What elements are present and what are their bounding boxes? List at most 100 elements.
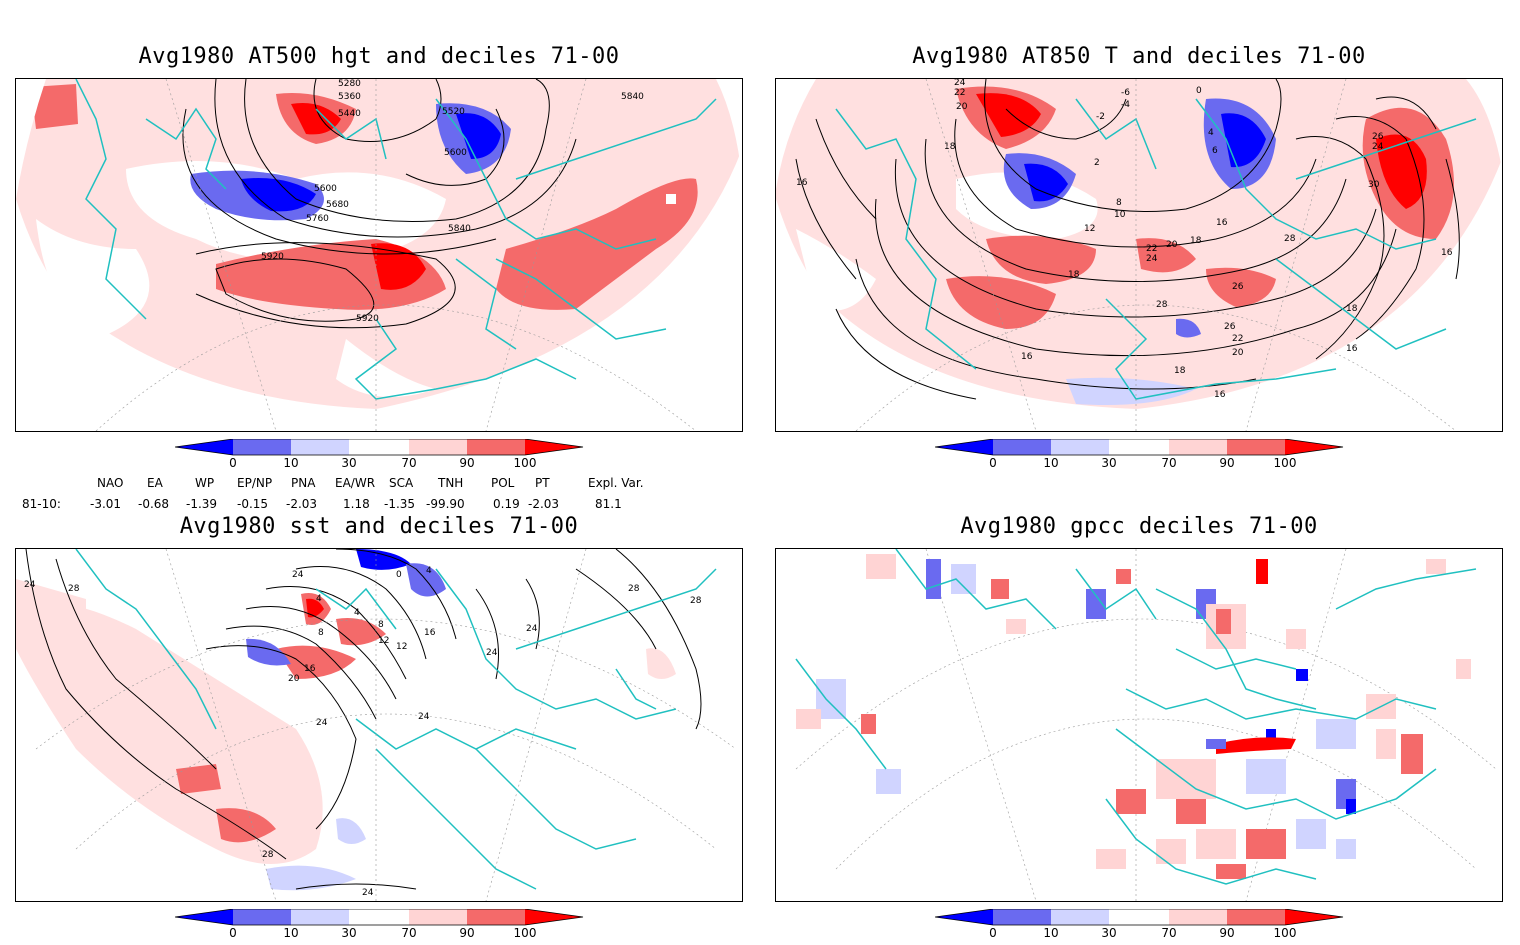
contour-label: 5840 [448,224,471,234]
index-value: -0.68 [138,497,170,511]
contour-label: 5920 [261,252,284,262]
index-header: PT [535,476,550,490]
contour-label: 20 [956,102,968,112]
colorbar-label: 30 [1101,456,1117,470]
contour-label: 0 [1196,86,1202,96]
contour-label: 5680 [326,200,349,210]
contour-label: 24 [486,648,498,658]
contour-label: 26 [1224,322,1236,332]
panel-title-t850: Avg1980 AT850 T and deciles 71-00 [912,44,1366,69]
contour-label: 28 [628,584,640,594]
index-header: EP/NP [237,476,273,490]
contour-label: 28 [68,584,80,594]
contour-label: 24 [316,718,328,728]
contour-label: 18 [944,142,956,152]
contour-label: 12 [378,636,389,646]
colorbar-bottom-right: 0 10 30 70 90 100 [935,909,1355,945]
index-header: WP [195,476,215,490]
contour-label: 18 [1346,304,1358,314]
colorbar-label: 100 [1273,456,1297,470]
contour-label: 26 [1232,282,1244,292]
contour-label: 4 [316,594,322,604]
colorbar-label: 0 [229,456,237,470]
index-value: 1.18 [343,497,370,511]
contour-label: 2 [1094,158,1100,168]
index-value: -99.90 [426,497,465,511]
colorbar-label: 30 [341,926,357,940]
contour-label: 16 [304,664,316,674]
index-header: EA/WR [335,476,376,490]
colorbar-label: 90 [459,926,475,940]
contour-label: 4 [1208,128,1214,138]
contour-label: 16 [1216,218,1228,228]
contour-label: 24 [1372,142,1384,152]
contour-label: 5840 [621,92,644,102]
contour-label: 24 [362,888,374,898]
precip-anomalies [796,554,1471,879]
colorbar-label: 100 [513,926,537,940]
index-value: -2.03 [528,497,560,511]
colorbar-bottom-left: 0 10 30 70 90 100 [175,909,595,945]
contour-label: 12 [396,642,407,652]
panel-title-hgt: Avg1980 AT500 hgt and deciles 71-00 [138,44,620,69]
contour-label: 28 [262,850,274,860]
contour-label: -2 [1096,112,1105,122]
contour-label: 26 [1372,132,1384,142]
index-value: -3.01 [90,497,122,511]
colorbar-label: 70 [401,926,417,940]
index-header: Expl. Var. [588,476,644,490]
index-value: -1.35 [384,497,416,511]
contour-label: 5360 [338,92,361,102]
contour-label: 22 [1146,244,1157,254]
panel-title-sst: Avg1980 sst and deciles 71-00 [179,514,579,539]
colorbar-label: 0 [989,926,997,940]
index-value: -1.39 [186,497,218,511]
map-panel-sst: 24 28 24 4 4 0 8 12 16 20 24 4 8 12 16 2… [15,548,743,902]
contour-label: 18 [1174,366,1186,376]
contour-label: 28 [690,596,702,606]
colorbar-label: 0 [229,926,237,940]
contour-label: 5760 [306,214,329,224]
contour-label: 5600 [444,148,467,158]
contour-label: 16 [1441,248,1453,258]
index-header: NAO [97,476,124,490]
contour-label: 16 [796,178,808,188]
contour-label: 4 [426,566,432,576]
colorbar-label: 70 [1161,456,1177,470]
index-value: -0.15 [237,497,269,511]
contour-label: 16 [1214,390,1226,400]
map-panel-gpcc [775,548,1503,902]
colorbar-label: 100 [513,456,537,470]
colorbar-label: 10 [283,456,299,470]
contour-label: 16 [1021,352,1033,362]
index-value: 0.19 [493,497,520,511]
contour-label: 24 [1146,254,1158,264]
contour-label: 8 [378,620,384,630]
colorbar-label: 30 [341,456,357,470]
colorbar-label: 10 [1043,456,1059,470]
colorbar-label: 90 [1219,456,1235,470]
index-header: PNA [291,476,316,490]
contour-label: 24 [954,79,966,88]
contour-label: 22 [1232,334,1243,344]
contour-label: 10 [1114,210,1126,220]
index-value: 81.1 [595,497,622,511]
contour-label: 12 [1084,224,1095,234]
colorbar-label: 70 [1161,926,1177,940]
index-value: -2.03 [286,497,318,511]
contour-label: 28 [1156,300,1168,310]
contour-label: 18 [1068,270,1080,280]
contour-label: 18 [1190,236,1202,246]
contour-label: 0 [396,570,402,580]
contour-label: -4 [1121,100,1130,110]
contour-label: 4 [354,608,360,618]
contour-label: 20 [1166,240,1178,250]
contour-label: 16 [424,628,436,638]
colorbar-label: 90 [1219,926,1235,940]
colorbar-label: 10 [283,926,299,940]
colorbar-label: 100 [1273,926,1297,940]
contour-label: 20 [288,674,300,684]
contour-label: 5920 [356,314,379,324]
contour-label: 24 [418,712,430,722]
colorbar-label: 90 [459,456,475,470]
